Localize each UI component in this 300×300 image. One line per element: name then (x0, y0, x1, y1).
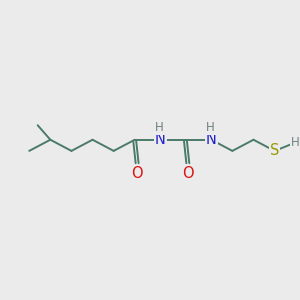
Text: H: H (291, 136, 299, 149)
Text: H: H (206, 121, 215, 134)
Text: O: O (131, 166, 143, 181)
Text: N: N (206, 132, 217, 147)
Text: O: O (182, 166, 194, 181)
Text: S: S (270, 143, 279, 158)
Text: N: N (155, 132, 166, 147)
Text: H: H (155, 121, 164, 134)
